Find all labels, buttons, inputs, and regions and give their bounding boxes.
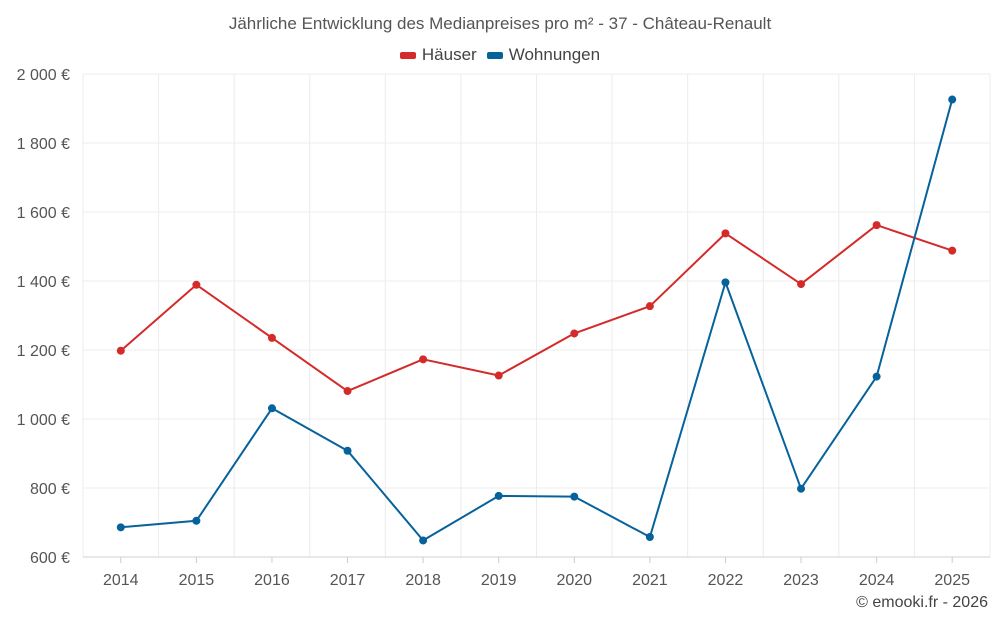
x-tick-label: 2019: [481, 572, 517, 589]
data-point-wohnungen: [948, 95, 957, 104]
data-point-haeuser: [872, 221, 881, 230]
y-tick-label: 1 400 €: [17, 274, 70, 291]
data-point-wohnungen: [419, 536, 428, 545]
data-point-haeuser: [570, 329, 579, 338]
x-tick-label: 2023: [783, 572, 819, 589]
data-point-haeuser: [419, 355, 428, 364]
data-point-wohnungen: [645, 532, 654, 541]
chart-title: Jährliche Entwicklung des Medianpreises …: [228, 14, 772, 33]
legend-item-wohnungen[interactable]: Wohnungen: [486, 45, 601, 65]
x-tick-label: 2017: [330, 572, 366, 589]
data-point-haeuser: [797, 280, 806, 289]
data-point-haeuser: [721, 229, 730, 238]
data-point-wohnungen: [192, 516, 201, 525]
data-point-haeuser: [267, 333, 276, 342]
y-tick-label: 1 000 €: [17, 412, 70, 429]
y-tick-label: 800 €: [30, 481, 70, 498]
data-point-wohnungen: [494, 491, 503, 500]
y-tick-label: 1 200 €: [17, 343, 70, 360]
data-point-haeuser: [343, 387, 352, 396]
x-tick-label: 2021: [632, 572, 668, 589]
x-tick-label: 2016: [254, 572, 290, 589]
series-line-haeuser: [120, 224, 953, 393]
data-point-wohnungen: [116, 523, 125, 532]
data-point-haeuser: [948, 246, 957, 255]
legend-swatch-wohnungen: [486, 51, 503, 59]
x-tick-label: 2022: [708, 572, 744, 589]
x-tick-label: 2020: [556, 572, 592, 589]
data-point-wohnungen: [797, 484, 806, 493]
data-point-wohnungen: [267, 404, 276, 413]
x-tick-label: 2025: [934, 572, 970, 589]
x-tick-label: 2018: [405, 572, 441, 589]
data-point-wohnungen: [721, 278, 730, 287]
legend-label-wohnungen: Wohnungen: [508, 45, 601, 64]
data-point-haeuser: [645, 302, 654, 311]
legend-label-haeuser: Häuser: [421, 45, 477, 64]
data-point-haeuser: [192, 280, 201, 289]
y-tick-label: 1 600 €: [17, 205, 70, 222]
chart-legend: Häuser Wohnungen: [0, 45, 1000, 65]
y-tick-label: 2 000 €: [17, 67, 70, 84]
data-point-haeuser: [116, 346, 125, 355]
x-tick-label: 2014: [103, 572, 139, 589]
y-tick-label: 1 800 €: [17, 136, 70, 153]
x-tick-label: 2015: [179, 572, 215, 589]
y-tick-label: 600 €: [30, 550, 70, 567]
data-point-wohnungen: [570, 492, 579, 501]
series-line-wohnungen: [120, 99, 954, 542]
copyright-credit: © emooki.fr - 2026: [856, 594, 988, 611]
x-tick-label: 2024: [859, 572, 895, 589]
data-point-wohnungen: [872, 372, 881, 381]
data-point-wohnungen: [343, 446, 352, 455]
legend-swatch-haeuser: [399, 51, 416, 59]
data-point-haeuser: [494, 371, 503, 380]
legend-item-haeuser[interactable]: Häuser: [399, 45, 477, 65]
